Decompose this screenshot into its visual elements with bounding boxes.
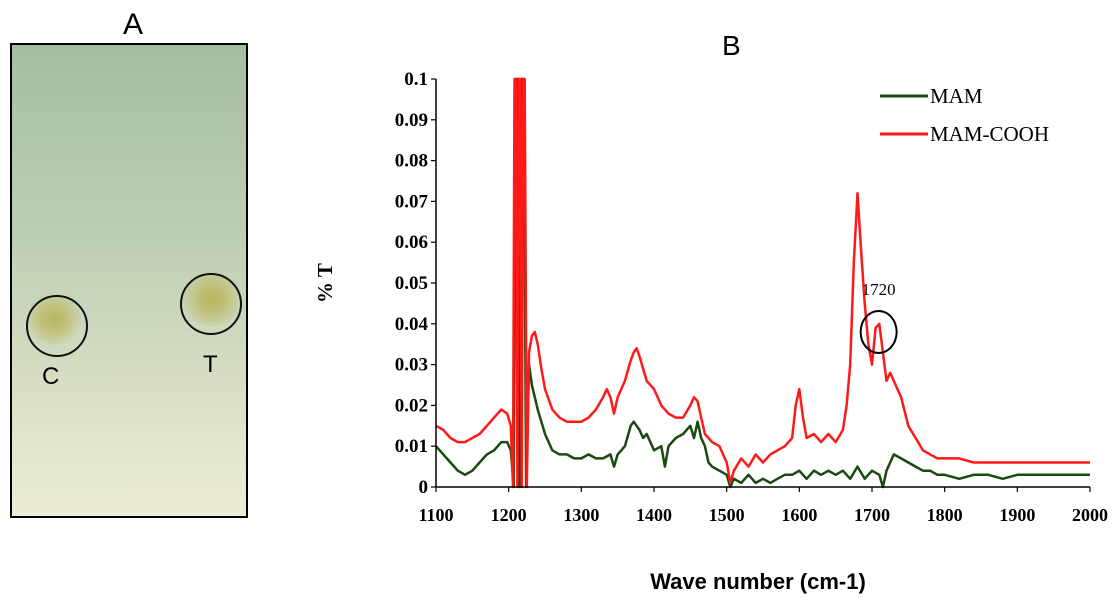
y-tick-label: 0.1 (404, 69, 428, 90)
y-tick-label: 0.04 (395, 314, 429, 335)
x-tick-label: 1100 (418, 505, 453, 525)
y-axis-ticks: 0 0.01 0.02 0.03 0.04 0.05 0.06 0.07 0.08 0.09 0.1 (395, 69, 436, 498)
x-tick-label: 1500 (709, 505, 745, 525)
y-tick-label: 0.09 (395, 110, 428, 131)
series-layer (435, 77, 1090, 489)
legend-label: MAM (930, 84, 983, 108)
y-tick-label: 0.06 (395, 232, 428, 253)
x-tick-label: 1400 (636, 505, 672, 525)
panel-b-label: B (722, 30, 741, 61)
annotations: 1720 (859, 280, 898, 354)
panel-a-label: A (123, 8, 144, 41)
x-axis-label: Wave number (cm-1) (650, 569, 866, 594)
legend: MAM MAM-COOH (880, 84, 1049, 146)
y-tick-label: 0.01 (395, 436, 428, 457)
x-tick-label: 1900 (999, 505, 1035, 525)
x-axis-ticks: 1100 1200 1300 1400 1500 1600 1700 1800 1900 2000 (418, 487, 1108, 525)
x-tick-label: 2000 (1072, 505, 1108, 525)
annotation-label: 1720 (862, 280, 896, 299)
x-tick-label: 1300 (563, 505, 599, 525)
spot-t-circle (180, 273, 242, 335)
x-tick-label: 1600 (781, 505, 817, 525)
legend-label: MAM-COOH (930, 122, 1049, 146)
spot-t-label: T (203, 351, 218, 378)
spot-c-circle (26, 295, 88, 357)
annotation-circle (859, 309, 898, 354)
y-tick-label: 0.02 (395, 395, 428, 416)
tlc-plate-image: C T (10, 43, 248, 518)
series-line-mam-cooh (435, 77, 1090, 489)
y-tick-label: 0 (419, 477, 429, 498)
y-tick-label: 0.07 (395, 191, 429, 212)
x-tick-label: 1800 (927, 505, 963, 525)
x-tick-label: 1200 (491, 505, 527, 525)
y-tick-label: 0.03 (395, 355, 428, 376)
spot-c-label: C (42, 363, 60, 390)
y-axis-label: % T (313, 263, 337, 303)
y-tick-label: 0.05 (395, 273, 428, 294)
x-tick-label: 1700 (854, 505, 890, 525)
y-tick-label: 0.08 (395, 151, 428, 172)
